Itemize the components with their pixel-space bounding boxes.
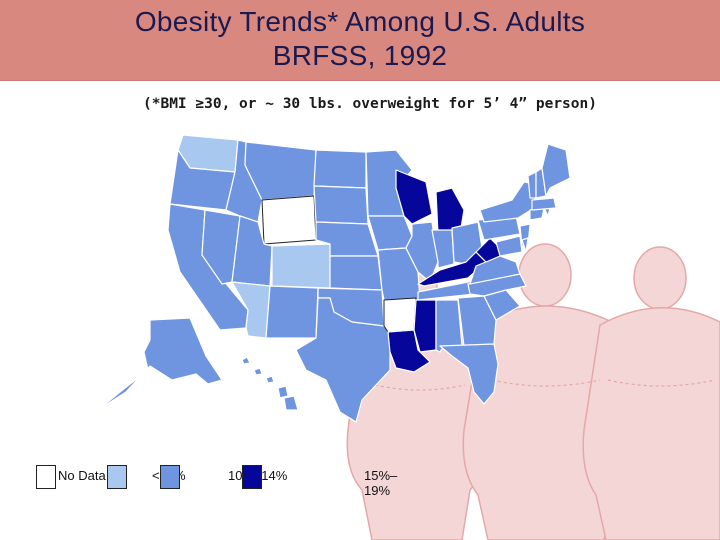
state-florida bbox=[439, 343, 499, 405]
state-massachusetts bbox=[531, 197, 557, 211]
legend-label-no-data: No Data bbox=[58, 468, 106, 483]
state-arkansas bbox=[383, 297, 417, 333]
state-delaware bbox=[521, 237, 529, 253]
title-line-2: BRFSS, 1992 bbox=[272, 40, 448, 71]
state-north-dakota bbox=[313, 149, 367, 189]
subtitle: (*BMI ≥30, or ~ 30 lbs. overweight for 5… bbox=[143, 96, 597, 112]
title-bar: Obesity Trends* Among U.S. Adults BRFSS,… bbox=[0, 0, 720, 81]
figure-silhouette bbox=[582, 246, 720, 540]
state-south-dakota bbox=[313, 185, 369, 225]
state-maryland bbox=[495, 235, 523, 257]
state-new-york bbox=[479, 181, 537, 223]
state-hawaii-island bbox=[253, 367, 263, 376]
state-hawaii bbox=[241, 356, 251, 365]
state-vermont bbox=[527, 171, 537, 199]
state-colorado bbox=[271, 243, 331, 289]
state-alabama bbox=[435, 299, 463, 353]
state-maine bbox=[541, 143, 571, 197]
state-wyoming bbox=[261, 195, 317, 245]
legend-label-15-19: 15%–19% bbox=[364, 468, 398, 498]
state-illinois bbox=[405, 221, 439, 283]
state-mississippi bbox=[413, 299, 437, 353]
legend-swatch-10-14 bbox=[160, 465, 180, 489]
state-hawaii-island bbox=[277, 385, 289, 399]
state-new-mexico bbox=[265, 285, 319, 339]
state-kansas bbox=[329, 255, 383, 291]
state-indiana bbox=[431, 229, 455, 269]
state-texas bbox=[295, 297, 391, 423]
legend: No Data <10% 10%–14% 15%–19% bbox=[34, 462, 397, 498]
legend-swatch-15-19 bbox=[242, 465, 262, 489]
legend-swatch-lt10 bbox=[107, 465, 127, 489]
title-line-1: Obesity Trends* Among U.S. Adults bbox=[134, 6, 586, 37]
state-hawaii-island bbox=[265, 375, 275, 384]
state-georgia bbox=[457, 295, 497, 347]
state-michigan bbox=[435, 187, 465, 235]
state-hawaii-island bbox=[283, 395, 299, 411]
state-alaska bbox=[97, 317, 223, 411]
legend-swatch-no-data bbox=[36, 465, 56, 489]
state-nevada bbox=[201, 209, 241, 285]
